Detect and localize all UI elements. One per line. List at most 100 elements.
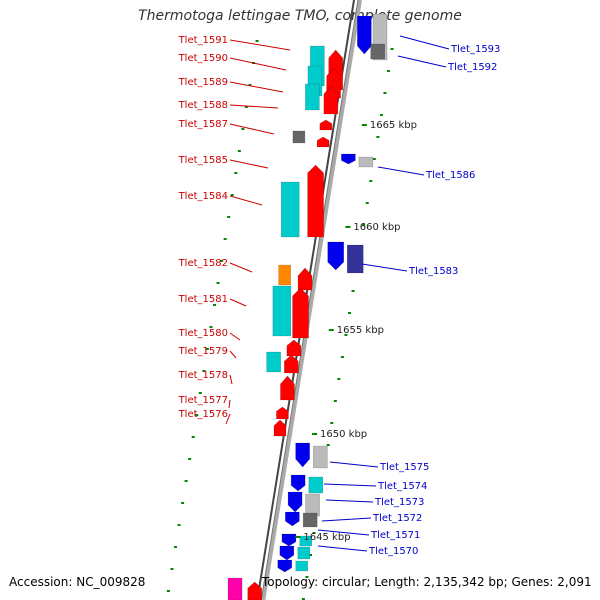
label-leaders (225, 35, 450, 552)
tick (209, 326, 213, 328)
leader-line (317, 529, 370, 536)
scale-label: 1665 kbp (370, 120, 417, 131)
leader-line (229, 123, 275, 135)
tick (195, 414, 199, 416)
scale-tick (295, 536, 301, 538)
tick (234, 172, 238, 174)
gene-box (299, 535, 313, 547)
gene-arrow (295, 442, 310, 468)
gene-arrow (286, 339, 302, 357)
gene-features (227, 13, 388, 600)
tick (227, 216, 231, 218)
gene-label-Tlet_1583: Tlet_1583 (408, 266, 458, 277)
scale-tick (345, 226, 351, 228)
tick (312, 532, 316, 534)
gene-arrow (284, 354, 299, 374)
gene-arrow (276, 406, 289, 420)
scale-label: 1645 kbp (303, 532, 350, 543)
tick (390, 48, 394, 50)
leader-line (229, 374, 233, 385)
tick (387, 70, 391, 72)
gene-box (308, 476, 324, 494)
tick (177, 524, 181, 526)
gene-label-Tlet_1577: Tlet_1577 (178, 395, 228, 406)
tick (216, 282, 220, 284)
tick (308, 554, 312, 556)
gene-box (305, 83, 320, 111)
gene-label-Tlet_1579: Tlet_1579 (178, 346, 228, 357)
gene-arrow (277, 559, 293, 573)
gene-box (280, 181, 300, 238)
tick (376, 136, 380, 138)
tick (344, 334, 348, 336)
gene-arrow (341, 153, 356, 165)
tick (362, 224, 366, 226)
tick (173, 546, 177, 548)
leader-line (377, 166, 425, 176)
gene-box (358, 156, 374, 168)
leader-line (317, 545, 368, 552)
tick (244, 106, 248, 108)
tick (305, 576, 309, 578)
gene-arrow (287, 491, 303, 513)
leader-line (229, 195, 263, 206)
gene-label-Tlet_1578: Tlet_1578 (178, 370, 228, 381)
gene-box (313, 445, 328, 469)
tick (365, 202, 369, 204)
tick (337, 378, 341, 380)
scale-label: 1655 kbp (337, 325, 384, 336)
gene-label-Tlet_1573: Tlet_1573 (374, 497, 424, 508)
leader-line (397, 55, 447, 68)
tick (220, 260, 224, 262)
gene-arrow (280, 375, 295, 401)
tick (184, 480, 188, 482)
gene-label-Tlet_1571: Tlet_1571 (370, 530, 420, 541)
gene-label-Tlet_1588: Tlet_1588 (178, 100, 228, 111)
gene-label-Tlet_1582: Tlet_1582 (178, 258, 228, 269)
leader-line (225, 413, 231, 425)
leader-line (321, 517, 372, 522)
gene-label-Tlet_1580: Tlet_1580 (178, 328, 228, 339)
leader-line (229, 57, 287, 71)
leader-line (228, 399, 231, 409)
leader-line (229, 104, 279, 109)
gene-arrow (316, 136, 330, 148)
tick (223, 238, 227, 240)
tick (237, 150, 241, 152)
gene-label-Tlet_1592: Tlet_1592 (447, 62, 497, 73)
tick (333, 400, 337, 402)
leader-line (229, 81, 284, 93)
tick (330, 422, 334, 424)
tick (191, 436, 195, 438)
tick (188, 458, 192, 460)
scale-tick (312, 433, 318, 435)
accession-text: Accession: NC_009828 (9, 575, 146, 589)
tick (369, 180, 373, 182)
scale-tick (361, 124, 367, 126)
genome-summary: Topology: circular; Length: 2,135,342 bp… (262, 575, 592, 589)
gene-arrow (297, 267, 313, 291)
leader-line (229, 39, 291, 51)
gene-box (297, 546, 311, 560)
scale-label: 1660 kbp (353, 222, 400, 233)
gene-arrow (281, 533, 297, 547)
tick (212, 304, 216, 306)
tick (255, 40, 259, 42)
scale-labels: 1665 kbp 1660 kbp 1655 kbp 1650 kbp 1645 kbp (295, 120, 417, 543)
tick (351, 290, 355, 292)
tick (301, 598, 305, 600)
scale-tick (328, 329, 334, 331)
gene-label-Tlet_1585: Tlet_1585 (178, 155, 228, 166)
tick (166, 590, 170, 592)
tick-marks (166, 40, 394, 600)
gene-box (305, 493, 320, 517)
leader-line (329, 461, 379, 468)
gene-arrow (290, 474, 306, 492)
gene-arrow (327, 241, 345, 271)
gene-arrow (292, 287, 309, 339)
gene-label-Tlet_1589: Tlet_1589 (178, 77, 228, 88)
leader-line (229, 159, 269, 169)
gene-label-Tlet_1591: Tlet_1591 (178, 35, 228, 46)
gene-box (292, 130, 306, 144)
